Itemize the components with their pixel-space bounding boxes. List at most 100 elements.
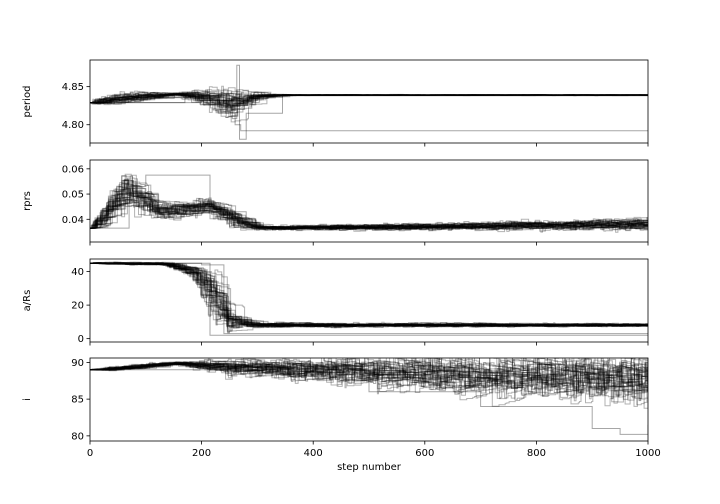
walker-trace: [90, 94, 648, 117]
y-tick-label: 4.85: [62, 82, 84, 93]
walker-trace: [90, 358, 648, 390]
walker-trace: [90, 194, 648, 230]
walker-trace: [90, 91, 648, 104]
walker-trace: [90, 360, 648, 391]
walker-trace: [90, 358, 648, 386]
walker-trace: [90, 178, 648, 229]
walker-trace: [90, 362, 648, 405]
walker-trace: [90, 262, 648, 328]
walker-trace: [90, 192, 648, 231]
walker-trace: [90, 362, 648, 402]
y-axis-label: rprs: [22, 191, 33, 211]
walker-trace: [90, 179, 648, 230]
x-axis-label: step number: [337, 462, 402, 473]
walker-trace: [90, 193, 648, 231]
walker-trace: [90, 262, 648, 327]
panel-ars: 0 20 40 a/Rs: [22, 258, 649, 346]
x-tick-label: 800: [527, 448, 546, 459]
walker-trace: [90, 93, 648, 111]
walker-trace: [90, 194, 648, 231]
walker-trace: [90, 362, 648, 400]
walker-trace: [90, 94, 648, 117]
walker-trace: [90, 93, 648, 106]
walker-trace: [90, 201, 648, 232]
walker-trace: [90, 261, 648, 327]
walker-trace: [90, 363, 648, 407]
walker-trace: [90, 262, 648, 328]
walker-trace-outlier: [90, 174, 648, 229]
walker-trace: [90, 183, 648, 230]
walker-trace: [90, 199, 648, 230]
walker-trace: [90, 358, 648, 380]
walker-trace: [90, 363, 648, 396]
walker-trace: [90, 362, 648, 397]
walker-trace: [90, 262, 648, 328]
walker-trace: [90, 262, 648, 332]
walker-trace: [90, 262, 648, 329]
walker-trace: [90, 188, 648, 230]
walker-trace: [90, 262, 648, 326]
walker-trace: [90, 186, 648, 229]
walker-trace: [90, 94, 648, 123]
walker-trace: [90, 85, 648, 104]
walker-trace: [90, 262, 648, 327]
y-tick-label: 0: [78, 334, 84, 345]
walker-trace: [90, 262, 648, 329]
walker-traces: [90, 358, 648, 435]
walker-trace: [90, 89, 648, 104]
walker-trace: [90, 262, 648, 329]
walker-trace: [90, 359, 648, 395]
walker-trace: [90, 262, 648, 327]
walker-trace: [90, 262, 648, 327]
walker-trace: [90, 173, 648, 229]
walker-trace: [90, 362, 648, 399]
walker-trace: [90, 262, 648, 329]
walker-trace: [90, 363, 648, 389]
walker-trace: [90, 187, 648, 229]
walker-trace: [90, 358, 648, 389]
walker-trace: [90, 362, 648, 396]
walker-trace: [90, 358, 648, 393]
walker-trace: [90, 204, 648, 233]
walker-trace: [90, 193, 648, 231]
walker-trace: [90, 93, 648, 104]
walker-trace: [90, 93, 648, 107]
walker-trace: [90, 94, 648, 111]
walker-trace: [90, 262, 648, 328]
walker-trace: [90, 262, 648, 328]
walker-trace: [90, 362, 648, 393]
panel-period: 4.80 4.85 period: [22, 59, 649, 147]
walker-trace: [90, 88, 648, 104]
walker-trace: [90, 358, 648, 392]
walker-trace: [90, 262, 648, 327]
walker-trace: [90, 262, 648, 328]
walker-trace: [90, 261, 648, 326]
walker-trace: [90, 193, 648, 230]
y-tick-label: 90: [71, 358, 84, 369]
walker-trace: [90, 362, 648, 389]
panel-rprs: 0.04 0.05 0.06 rprs: [22, 159, 649, 246]
y-tick-label: 20: [71, 301, 84, 312]
walker-trace: [90, 187, 648, 230]
walker-trace: [90, 94, 648, 109]
y-axis-label: i: [22, 398, 33, 401]
y-tick-label: 0.06: [62, 164, 84, 175]
y-tick-label: 0.05: [62, 190, 84, 201]
walker-trace: [90, 262, 648, 326]
walker-trace: [90, 187, 648, 230]
walker-trace: [90, 261, 648, 326]
axes-frame: [89, 59, 649, 144]
walker-trace: [90, 92, 648, 108]
walker-trace: [90, 358, 648, 385]
walker-trace: [90, 262, 648, 328]
walker-trace: [90, 183, 648, 231]
y-tick-label: 4.80: [62, 120, 84, 131]
y-axis-label: period: [22, 86, 33, 118]
walker-trace: [90, 93, 648, 104]
y-tick-label: 85: [71, 395, 84, 406]
walker-trace: [90, 94, 648, 114]
walker-trace: [90, 261, 648, 327]
walker-trace: [90, 93, 648, 109]
walker-trace: [90, 93, 648, 114]
walker-trace: [90, 93, 648, 104]
